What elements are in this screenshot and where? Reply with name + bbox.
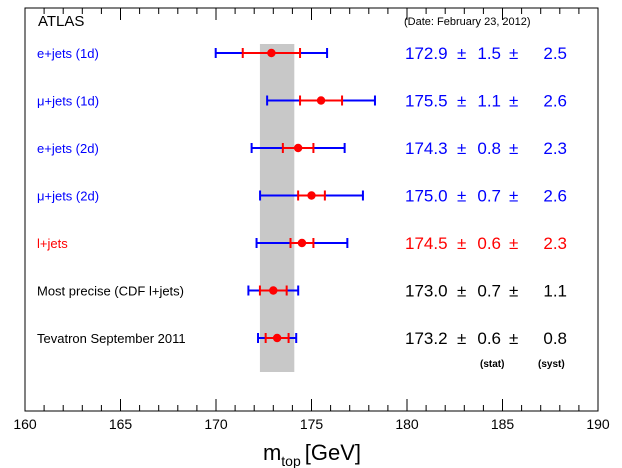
value-text: 173.0	[405, 282, 448, 301]
stat-value: 1.1	[477, 92, 501, 111]
syst-value: 2.5	[543, 44, 567, 63]
measurement-row: Tevatron September 2011 173.2 ±0.6 ±0.8	[37, 329, 567, 348]
tevatron-reference-band	[259, 44, 295, 372]
pm-sign: ±	[457, 282, 466, 301]
stat-value: 0.6	[477, 234, 501, 253]
x-tick-label: 165	[109, 416, 133, 432]
central-value-marker	[316, 96, 326, 105]
measurement-row: Most precise (CDF l+jets) 173.0 ±0.7 ±1.1	[37, 282, 567, 301]
pm-sign: ±	[457, 92, 466, 111]
measurement-row: e+jets (2d) 174.3 ±0.8 ±2.3	[37, 139, 567, 158]
syst-value: 2.3	[543, 234, 567, 253]
stat-value: 0.8	[477, 139, 501, 158]
syst-header: (syst)	[538, 359, 565, 370]
pm-sign: ±	[509, 329, 518, 348]
value-text: 173.2	[405, 329, 448, 348]
x-tick-label: 190	[586, 416, 610, 432]
central-value-marker	[297, 238, 307, 248]
syst-value: 2.3	[543, 139, 567, 158]
measurement-row: e+jets (1d) 172.9 ±1.5 ±2.5	[37, 44, 567, 63]
pm-sign: ±	[457, 187, 466, 206]
x-tick-label: 175	[300, 416, 324, 432]
central-value-marker	[267, 48, 276, 58]
central-value-marker	[307, 191, 316, 200]
value-text: 174.3	[405, 139, 448, 158]
measurement-label: e+jets (1d)	[37, 46, 99, 61]
measurement-row: l+jets 174.5 ±0.6 ±2.3	[37, 234, 567, 253]
value-text: 175.5	[405, 92, 448, 111]
stat-value: 0.6	[477, 329, 501, 348]
pm-sign: ±	[457, 329, 466, 348]
syst-value: 0.8	[543, 329, 567, 348]
syst-value: 2.6	[543, 187, 567, 206]
measurement-label: l+jets	[37, 236, 68, 251]
pm-sign: ±	[509, 44, 518, 63]
pm-sign: ±	[509, 282, 518, 301]
x-tick-label: 185	[491, 416, 515, 432]
stat-value: 0.7	[477, 282, 501, 301]
pm-sign: ±	[457, 139, 466, 158]
x-axis-label: mtop [GeV]	[263, 440, 361, 468]
central-value-marker	[293, 143, 303, 153]
measurement-label: Tevatron September 2011	[37, 331, 186, 346]
x-tick-label: 180	[395, 416, 419, 432]
pm-sign: ±	[457, 44, 466, 63]
central-value-marker	[272, 333, 282, 343]
date-note: (Date: February 23, 2012)	[404, 16, 531, 28]
measurement-row: μ+jets (2d) 175.0 ±0.7 ±2.6	[37, 187, 567, 206]
x-tick-label: 160	[13, 416, 37, 432]
pm-sign: ±	[509, 92, 518, 111]
measurement-label: μ+jets (1d)	[37, 94, 99, 109]
plot-frame	[24, 7, 599, 412]
pm-sign: ±	[509, 139, 518, 158]
syst-value: 2.6	[543, 92, 567, 111]
measurement-label: e+jets (2d)	[37, 141, 99, 156]
pm-sign: ±	[509, 234, 518, 253]
pm-sign: ±	[509, 187, 518, 206]
pm-sign: ±	[457, 234, 466, 253]
measurement-row: μ+jets (1d) 175.5 ±1.1 ±2.6	[37, 92, 567, 111]
stat-value: 1.5	[477, 44, 501, 63]
stat-value: 0.7	[477, 187, 501, 206]
central-value-marker	[269, 286, 278, 295]
value-text: 172.9	[405, 44, 448, 63]
value-text: 175.0	[405, 187, 448, 206]
x-tick-label: 170	[204, 416, 228, 432]
measurement-label: Most precise (CDF l+jets)	[37, 284, 184, 299]
value-text: 174.5	[405, 234, 448, 253]
measurement-label: μ+jets (2d)	[37, 189, 99, 204]
stat-header: (stat)	[480, 359, 504, 370]
atlas-label: ATLAS	[38, 13, 84, 30]
syst-value: 1.1	[543, 282, 567, 301]
